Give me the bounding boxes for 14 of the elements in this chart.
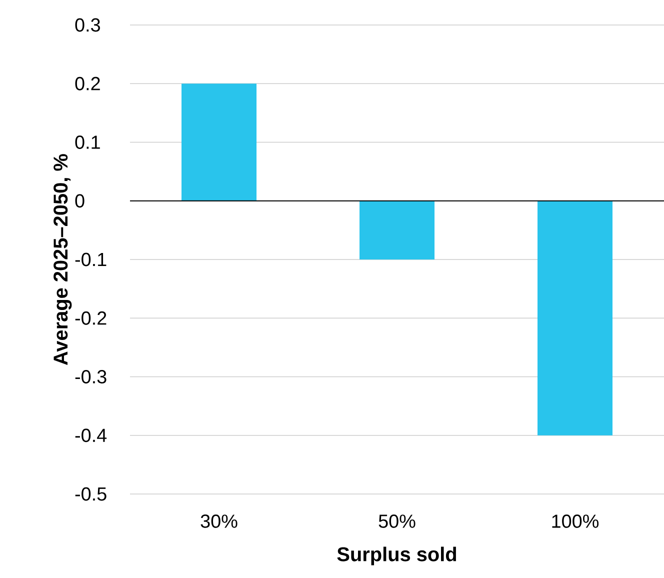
y-axis-title: Average 2025–2050, % (54, 154, 72, 365)
x-tick-label: 30% (200, 514, 238, 528)
x-tick-label: 100% (552, 514, 599, 528)
x-tick-label: 50% (378, 514, 416, 528)
y-tick-label: -0.3 (75, 370, 106, 384)
y-tick-label: -0.5 (75, 487, 106, 501)
y-tick-label: 0.2 (75, 76, 100, 90)
y-tick-label: 0 (75, 194, 84, 208)
y-tick-label: -0.2 (75, 311, 106, 325)
y-tick-label: -0.4 (75, 428, 107, 442)
y-tick-label: -0.1 (75, 252, 106, 266)
y-tick-label: 0.3 (75, 18, 100, 32)
x-axis-title: Surplus sold (337, 546, 456, 566)
y-tick-label: 0.1 (75, 136, 100, 149)
